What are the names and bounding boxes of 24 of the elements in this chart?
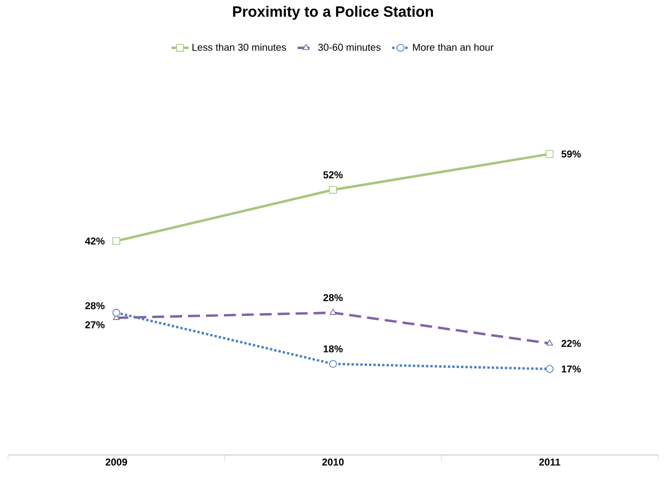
data-label: 52%: [323, 171, 343, 178]
data-label: 42%: [85, 238, 105, 245]
point: [546, 340, 554, 346]
x-tick-label: 2010: [322, 458, 344, 466]
data-label: 18%: [324, 345, 343, 352]
legend-label: More than an hour: [413, 43, 494, 51]
data-label: 27%: [85, 321, 105, 328]
legend-label: 30-60 minutes: [318, 43, 381, 51]
x-tick-label: 2009: [106, 458, 128, 466]
point: [112, 237, 120, 245]
data-label: 17%: [562, 365, 581, 373]
point: [546, 150, 554, 158]
point: [330, 308, 336, 315]
point: [546, 365, 554, 373]
x-tick-label: 2011: [539, 458, 560, 466]
data-label: 28%: [85, 302, 105, 310]
legend-label: Less than 30 minutes: [192, 43, 286, 51]
point: [329, 186, 337, 194]
data-label: 59%: [561, 150, 581, 158]
data-label: 28%: [323, 294, 343, 302]
data-label: 22%: [562, 340, 581, 347]
chart-title: Proximity to a Police Station: [233, 6, 433, 20]
point: [112, 308, 120, 317]
point: [329, 360, 337, 368]
